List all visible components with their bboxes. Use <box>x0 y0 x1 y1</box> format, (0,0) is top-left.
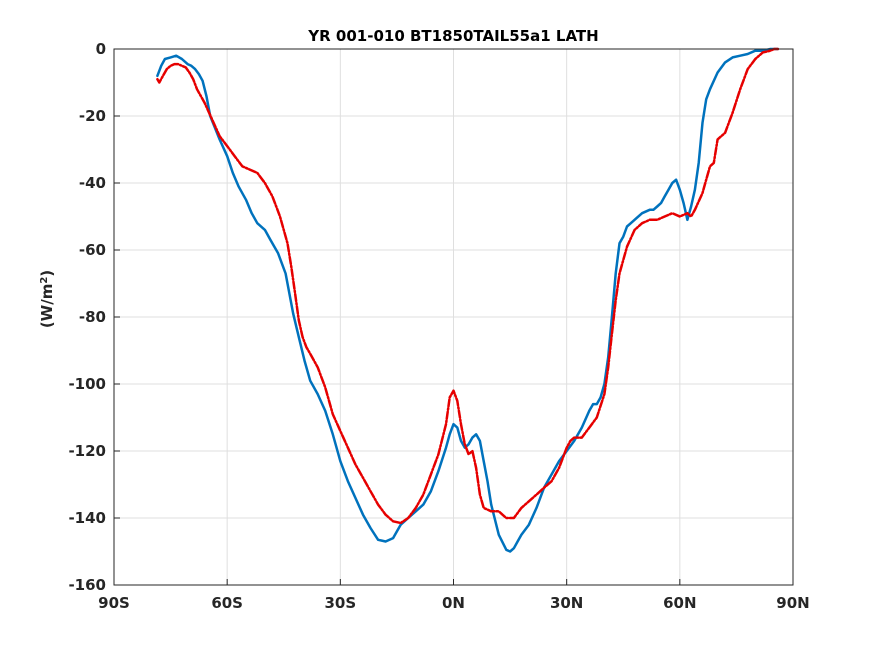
y-axis-label: (W/m2) <box>38 270 56 328</box>
x-tick-label: 90S <box>98 594 130 612</box>
series-line-2 <box>156 47 780 525</box>
y-tick-label: -60 <box>79 241 106 259</box>
y-axis-label-base: (W/m <box>38 284 56 329</box>
y-tick-label: -20 <box>79 107 106 125</box>
series-line-1 <box>156 47 780 553</box>
y-axis-label-close: ) <box>38 270 56 277</box>
chart-title: YR 001-010 BT1850TAIL55a1 LATH <box>307 27 598 45</box>
y-tick-label: -80 <box>79 308 106 326</box>
y-tick-label: -120 <box>68 442 106 460</box>
x-tick-label: 30S <box>324 594 356 612</box>
series-lines <box>156 47 780 553</box>
y-tick-label: 0 <box>96 40 106 58</box>
x-tick-label: 60S <box>211 594 243 612</box>
y-tick-label: -140 <box>68 509 106 527</box>
x-tick-label: 90N <box>776 594 809 612</box>
y-axis-label-superscript: 2 <box>39 277 50 284</box>
axis-ticks: 90S 60S 30S 0N 30N 60N 90N 0 -20 -40 -60 -80 -100 -12… <box>68 40 809 612</box>
y-tick-label: -40 <box>79 174 106 192</box>
x-tick-label: 60N <box>663 594 696 612</box>
x-tick-label: 30N <box>550 594 583 612</box>
y-tick-label: -100 <box>68 375 106 393</box>
plot-area: 90S 60S 30S 0N 30N 60N 90N 0 -20 -40 -60 -80 -100 -12… <box>68 40 809 612</box>
y-tick-label: -160 <box>68 576 106 594</box>
x-tick-label: 0N <box>442 594 465 612</box>
